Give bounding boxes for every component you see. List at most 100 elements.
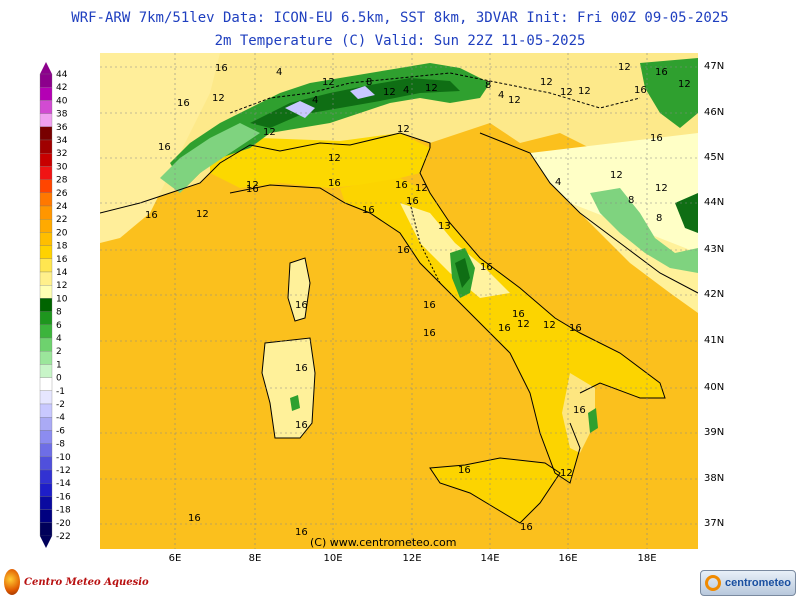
island-sicily xyxy=(430,458,560,523)
latitude-label: 46N xyxy=(704,107,725,118)
contour-label: 16 xyxy=(634,85,647,96)
legend-swatch xyxy=(39,113,53,127)
longitude-label: 6E xyxy=(168,553,182,564)
contour-label: 4 xyxy=(498,90,504,101)
legend-swatch xyxy=(39,205,53,220)
contour-label: 4 xyxy=(555,177,561,188)
contour-label: 16 xyxy=(569,323,582,334)
legend-swatch xyxy=(39,337,53,352)
contour-label: 13 xyxy=(438,221,451,232)
legend-label: 14 xyxy=(56,268,68,278)
alps-lilac-peaks xyxy=(285,101,315,118)
legend-label: -4 xyxy=(56,413,65,423)
latitude-label: 42N xyxy=(704,289,725,300)
contour-label: 16 xyxy=(650,133,663,144)
longitude-label: 10E xyxy=(323,553,343,564)
legend-label: 6 xyxy=(56,321,62,331)
contour-label: 12 xyxy=(578,86,591,97)
legend-label: 42 xyxy=(56,83,67,93)
latitude-label: 41N xyxy=(704,335,725,346)
longitude-label: 12E xyxy=(402,553,422,564)
legend-label: 26 xyxy=(56,189,68,199)
contour-label: 16 xyxy=(295,527,308,538)
contour-label: 12 xyxy=(560,468,573,479)
legend-swatch xyxy=(39,496,53,510)
latitude-label: 44N xyxy=(704,197,725,208)
legend-bottom-arrow xyxy=(40,536,52,548)
legend-label: 8 xyxy=(56,308,62,318)
contour-label: 16 xyxy=(423,300,436,311)
legend-swatch xyxy=(39,311,53,325)
inner-border xyxy=(409,202,441,284)
contour-label: 4 xyxy=(312,95,318,106)
legend-label: -8 xyxy=(56,440,65,450)
coastline-sicily xyxy=(429,457,561,524)
legend-swatch xyxy=(39,522,53,537)
contour-label: 16 xyxy=(158,142,171,153)
legend-swatch xyxy=(39,285,53,299)
legend-swatch xyxy=(39,390,53,405)
contour-label: 12 xyxy=(540,77,553,88)
land-france-west xyxy=(100,53,220,243)
legend-label: 22 xyxy=(56,215,67,225)
legend-label: 28 xyxy=(56,176,68,186)
legend-label: -10 xyxy=(56,453,71,463)
contour-label: 12 xyxy=(508,95,521,106)
header-line-model: WRF-ARW 7km/51lev Data: ICON-EU 6.5km, S… xyxy=(71,10,729,26)
contour-label: 16 xyxy=(395,180,408,191)
legend-label: 36 xyxy=(56,123,68,133)
contour-label: 12 xyxy=(246,180,259,191)
legend-swatch xyxy=(39,324,53,339)
contour-label: 16 xyxy=(246,184,259,195)
centrometeo-logo[interactable]: centrometeo xyxy=(700,570,796,596)
contour-label: 16 xyxy=(215,63,228,74)
contour-label: 12 xyxy=(212,93,225,104)
legend-swatch xyxy=(39,100,53,114)
alps-lilac-peaks-2 xyxy=(350,86,375,99)
legend-label: 0 xyxy=(56,374,62,384)
contour-label: 4 xyxy=(403,85,409,96)
legend-label: 16 xyxy=(56,255,68,265)
contour-label: 12 xyxy=(383,87,396,98)
legend-label: 40 xyxy=(56,96,68,106)
coastline-sardinia xyxy=(261,337,316,439)
legend-swatch xyxy=(39,443,53,457)
legend-label: 10 xyxy=(56,294,68,304)
apennine-dark-spot xyxy=(455,258,470,288)
contour-label: 12 xyxy=(560,87,573,98)
legend-swatch xyxy=(39,509,53,523)
contour-label: 12 xyxy=(415,183,428,194)
calabria-green xyxy=(588,408,598,433)
contour-label: 16 xyxy=(362,205,375,216)
latitude-label: 47N xyxy=(704,61,725,72)
legend-swatch xyxy=(39,87,53,101)
legend-swatch xyxy=(39,192,53,207)
contour-label: 12 xyxy=(610,170,623,181)
legend-label: 32 xyxy=(56,149,67,159)
legend-label: 18 xyxy=(56,242,68,252)
legend-label: -2 xyxy=(56,400,65,410)
legend-swatch xyxy=(39,403,53,418)
longitude-label: 14E xyxy=(480,553,500,564)
island-corsica xyxy=(288,258,310,321)
contour-label: 8 xyxy=(628,195,634,206)
alpine-border xyxy=(229,72,641,114)
contour-label: 16 xyxy=(295,300,308,311)
contour-label: 16 xyxy=(295,363,308,374)
centro-meteo-aquesio-logo[interactable]: Centro Meteo Aquesio xyxy=(4,568,174,596)
contour-label: 16 xyxy=(573,405,586,416)
legend-label: 12 xyxy=(56,281,67,291)
contour-label: 12 xyxy=(328,153,341,164)
legend-swatch xyxy=(39,245,53,259)
contour-label: 12 xyxy=(543,320,556,331)
latitude-label: 40N xyxy=(704,382,725,393)
legend-label: 44 xyxy=(56,70,68,80)
legend-label: 4 xyxy=(56,334,62,344)
contour-label: 12 xyxy=(397,124,410,135)
contour-label: 16 xyxy=(328,178,341,189)
legend-label: -6 xyxy=(56,426,65,436)
legend-label: 38 xyxy=(56,110,68,120)
coastline-north xyxy=(100,132,431,214)
island-sardinia xyxy=(262,338,315,438)
